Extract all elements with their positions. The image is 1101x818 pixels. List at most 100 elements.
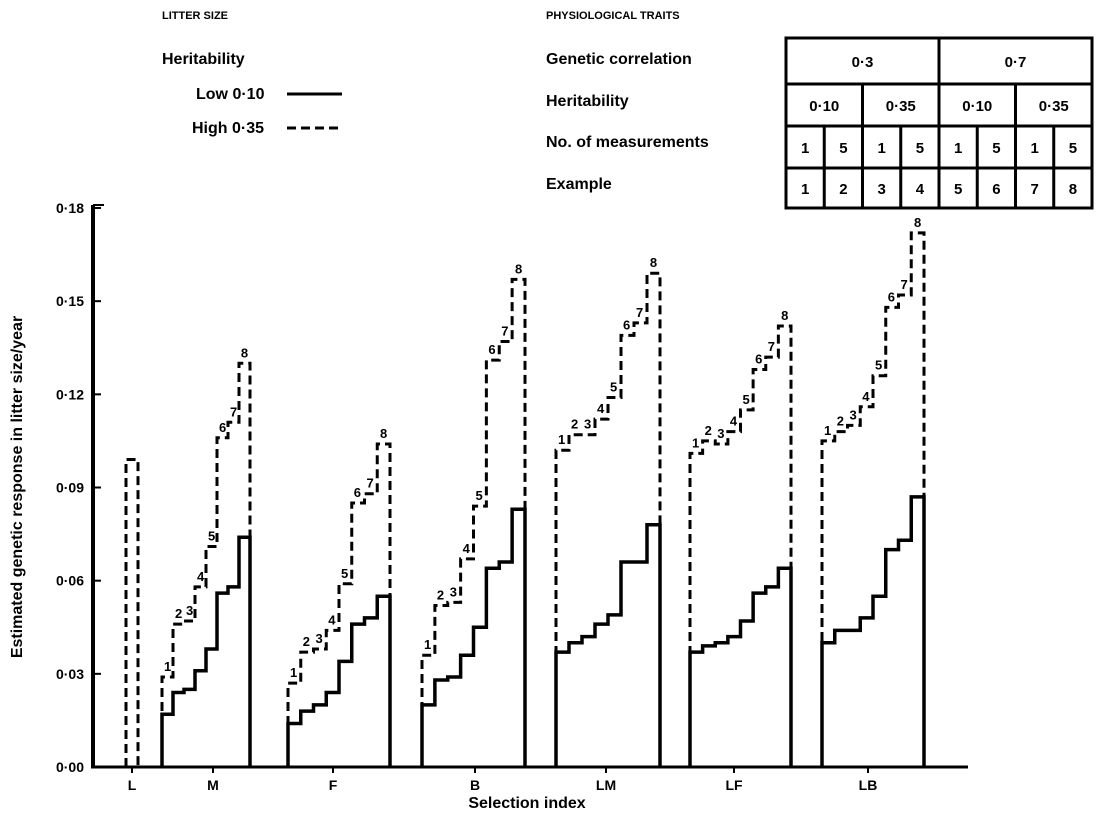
step-label: 2 — [571, 417, 578, 432]
example-cell: 8 — [1069, 181, 1077, 198]
series-lb-high — [820, 231, 926, 767]
step-label: 6 — [623, 317, 630, 332]
step-label: 8 — [914, 215, 921, 230]
step-label: 3 — [316, 631, 323, 646]
step-label: 8 — [241, 345, 248, 360]
example-cell: 3 — [877, 181, 885, 198]
x-tick-label: LM — [596, 777, 616, 793]
x-tick-label: LF — [725, 777, 743, 793]
step-label: 4 — [197, 569, 205, 584]
heritability-cell: 0·35 — [886, 98, 916, 115]
example-cell: 2 — [839, 181, 847, 198]
measurement-cell: 1 — [877, 140, 885, 157]
series-lf-low — [688, 566, 793, 767]
example-cell: 1 — [801, 181, 809, 198]
step-label: 5 — [875, 358, 882, 373]
row-label-example: Example — [546, 176, 612, 193]
step-label: 8 — [650, 255, 657, 270]
step-label: 7 — [768, 339, 775, 354]
heritability-cell: 0·10 — [809, 98, 839, 115]
measurement-cell: 1 — [954, 140, 962, 157]
series-f-high — [286, 442, 392, 767]
x-tick-label: LB — [859, 777, 878, 793]
series-lf-high — [688, 324, 793, 767]
correlation-cell: 0·3 — [852, 54, 874, 71]
series-b-low — [420, 507, 527, 767]
legend-heading: LITTER SIZE — [162, 10, 228, 22]
x-tick-label: M — [207, 777, 219, 793]
row-label-correlation: Genetic correlation — [546, 51, 692, 68]
step-label: 4 — [862, 389, 870, 404]
series-lm-high — [554, 271, 662, 767]
step-label: 5 — [341, 566, 348, 581]
row-label-measurements: No. of measurements — [546, 134, 709, 151]
step-label: 3 — [186, 603, 193, 618]
step-label: 3 — [450, 584, 457, 599]
step-label: 1 — [692, 435, 699, 450]
step-label: 2 — [837, 414, 844, 429]
y-tick-label: 0·18 — [56, 200, 84, 216]
measurement-cell: 5 — [992, 140, 1000, 157]
legend-litter-size: LITTER SIZE Heritability Low 0·10 High 0… — [162, 10, 342, 137]
y-tick-label: 0·03 — [56, 666, 84, 682]
step-label: 2 — [705, 423, 712, 438]
step-label: 1 — [164, 659, 171, 674]
step-label: 2 — [303, 634, 310, 649]
legend-low-label: Low 0·10 — [196, 86, 265, 103]
measurement-cell: 1 — [1030, 140, 1038, 157]
step-label: 8 — [781, 308, 788, 323]
step-label: 1 — [424, 637, 431, 652]
row-label-heritability: Heritability — [546, 93, 629, 110]
step-label: 7 — [636, 305, 643, 320]
step-label: 5 — [208, 529, 215, 544]
series-L-high — [124, 458, 140, 767]
legend-physiological-traits: PHYSIOLOGICAL TRAITS Genetic correlation… — [546, 10, 1094, 210]
series-m-low — [160, 535, 252, 767]
step-label: 5 — [743, 392, 750, 407]
step-label: 1 — [290, 665, 297, 680]
step-label: 1 — [558, 432, 565, 447]
x-tick-label: B — [470, 777, 480, 793]
step-label: 4 — [463, 541, 471, 556]
heritability-cell: 0·35 — [1039, 98, 1069, 115]
y-tick-label: 0·06 — [56, 573, 84, 589]
step-label: 7 — [367, 476, 374, 491]
legend-table: 0·3 0·7 0·10 0·35 0·10 0·35 1 5 1 5 1 5 1 5 1 2 3 4 5 6 7 8 — [784, 36, 1094, 210]
y-tick-label: 0·12 — [56, 386, 84, 402]
legend-traits-heading: PHYSIOLOGICAL TRAITS — [546, 10, 680, 22]
series-b-high — [420, 277, 527, 767]
step-label: 6 — [755, 351, 762, 366]
step-label: 3 — [717, 426, 724, 441]
series-lm-low — [554, 523, 662, 767]
y-tick-label: 0·15 — [56, 293, 84, 309]
measurement-cell: 5 — [839, 140, 847, 157]
y-tick-label: 0·09 — [56, 480, 84, 496]
step-label: 2 — [175, 606, 182, 621]
measurement-cell: 1 — [801, 140, 809, 157]
step-label: 7 — [501, 324, 508, 339]
heritability-cell: 0·10 — [962, 98, 992, 115]
x-tick-label: L — [128, 777, 137, 793]
example-cell: 5 — [954, 181, 962, 198]
measurement-cell: 5 — [916, 140, 924, 157]
step-label: 5 — [610, 379, 617, 394]
y-axis-label: Estimated genetic response in litter siz… — [9, 316, 26, 658]
x-axis-label: Selection index — [468, 795, 585, 812]
legend-subheading: Heritability — [162, 51, 245, 68]
step-label: 6 — [219, 420, 226, 435]
step-label: 7 — [901, 277, 908, 292]
step-label: 8 — [380, 426, 387, 441]
step-label: 6 — [488, 342, 495, 357]
legend-high-label: High 0·35 — [192, 120, 264, 137]
x-ticks: L M F B LM LF LB — [128, 767, 878, 793]
series-lb-low — [820, 495, 926, 767]
step-label: 8 — [515, 261, 522, 276]
series-f-low — [286, 594, 392, 767]
step-label: 2 — [437, 588, 444, 603]
series-m-high — [160, 361, 252, 767]
step-label: 6 — [888, 289, 895, 304]
y-tick-label: 0·00 — [56, 759, 84, 775]
step-label: 6 — [354, 485, 361, 500]
